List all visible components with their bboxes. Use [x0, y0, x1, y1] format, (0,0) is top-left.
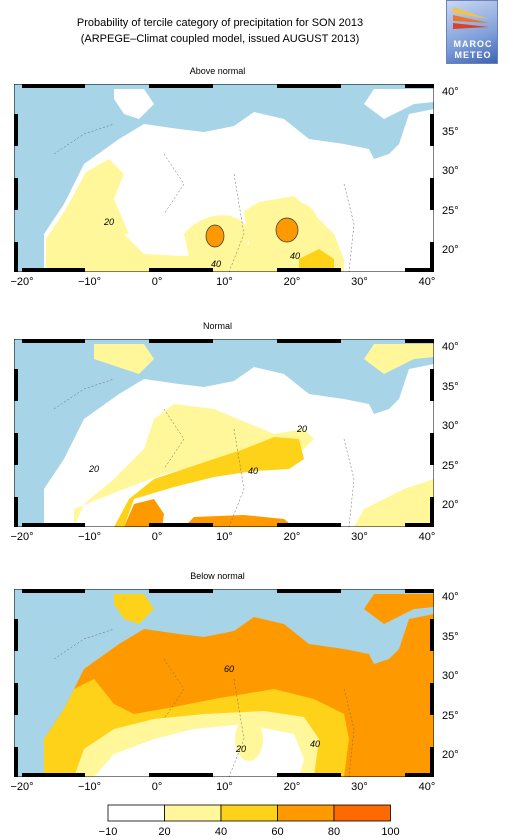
- colorbar-label: 20: [158, 826, 171, 838]
- logo-text-line2: METEO: [454, 50, 492, 60]
- longitude-tick-label: 40°: [418, 276, 436, 288]
- longitude-tick-label: 30°: [351, 531, 368, 543]
- latitude-tick-label: 20°: [442, 499, 459, 511]
- colorbar-swatch: [164, 804, 222, 822]
- longitude-tick-label: 10°: [216, 276, 233, 288]
- latitude-tick-label: 40°: [442, 591, 459, 603]
- contour-label: 20: [296, 424, 307, 434]
- longitude-tick-label: 10°: [216, 531, 233, 543]
- longitude-tick-label: 40°: [418, 781, 436, 793]
- figure-title: Probability of tercile category of preci…: [76, 17, 364, 29]
- longitude-tick-label: 20°: [283, 781, 301, 793]
- latitude-tick-label: 20°: [442, 749, 459, 761]
- colorbar-swatch: [107, 804, 165, 822]
- contour-label: 60: [224, 664, 234, 674]
- map-panel-below-normal: 60 20 40: [13, 588, 435, 778]
- longitude-tick-label: 30°: [351, 276, 368, 288]
- contour-label: 20: [88, 464, 99, 474]
- map-panel-normal: 20 20 40: [13, 338, 435, 528]
- longitude-tick-label: −10°: [77, 781, 102, 793]
- contour-label: 40: [310, 739, 320, 749]
- longitude-tick-label: −10°: [77, 276, 102, 288]
- figure-subtitle: (ARPEGE–Climat coupled model, issued AUG…: [80, 33, 360, 45]
- latitude-tick-label: 30°: [442, 165, 459, 177]
- panel-title-above-normal: Above normal: [189, 66, 246, 76]
- map-normal: 20 20 40: [13, 338, 435, 528]
- colorbar-label: 40: [214, 826, 228, 838]
- contour-label: 40: [290, 251, 300, 261]
- maroc-meteo-logo: MAROC METEO: [446, 0, 498, 64]
- map-panel-above-normal: 20 40 40: [13, 83, 435, 273]
- latitude-tick-label: 35°: [442, 630, 459, 643]
- longitude-tick-label: 0°: [151, 781, 163, 793]
- latitude-tick-label: 35°: [442, 380, 459, 393]
- logo-rays-icon: [453, 7, 489, 29]
- longitude-tick-label: 10°: [216, 781, 233, 793]
- longitude-tick-label: −20°: [10, 781, 34, 793]
- latitude-tick-label: 40°: [442, 341, 459, 353]
- colorbar-swatch: [277, 804, 335, 822]
- contour-label: 20: [103, 217, 114, 227]
- longitude-tick-label: −10°: [77, 531, 102, 543]
- latitude-tick-label: 30°: [442, 670, 459, 682]
- latitude-tick-label: 25°: [442, 709, 459, 722]
- longitude-tick-label: 20°: [283, 276, 301, 288]
- map-below-normal: 60 20 40: [13, 588, 435, 778]
- latitude-tick-label: 25°: [442, 459, 459, 472]
- latitude-tick-label: 25°: [442, 204, 459, 217]
- longitude-tick-label: −20°: [10, 531, 34, 543]
- longitude-tick-label: −20°: [10, 276, 34, 288]
- contour-label: 20: [235, 744, 246, 754]
- map-above-normal: 20 40 40: [13, 83, 435, 273]
- logo-text-line1: MAROC: [453, 39, 493, 49]
- colorbar-swatch: [333, 804, 391, 822]
- latitude-tick-label: 20°: [442, 244, 459, 256]
- longitude-tick-label: 0°: [151, 531, 163, 543]
- colorbar-label: 80: [327, 826, 341, 838]
- panel-title-normal: Normal: [202, 321, 232, 331]
- longitude-tick-label: 0°: [151, 276, 163, 288]
- panel-title-below-normal: Below normal: [190, 571, 245, 581]
- contour-label: 40: [211, 259, 221, 269]
- latitude-tick-label: 30°: [442, 420, 459, 432]
- longitude-tick-label: 30°: [351, 781, 368, 793]
- longitude-tick-label: 20°: [283, 531, 301, 543]
- latitude-tick-label: 40°: [442, 86, 459, 98]
- colorbar-label: 60: [271, 826, 284, 838]
- contour-label: 40: [248, 466, 258, 476]
- latitude-tick-label: 35°: [442, 125, 459, 138]
- colorbar-label: −10: [98, 826, 118, 838]
- colorbar-swatch: [220, 804, 278, 822]
- colorbar-label: 100: [381, 826, 400, 838]
- longitude-tick-label: 40°: [418, 531, 436, 543]
